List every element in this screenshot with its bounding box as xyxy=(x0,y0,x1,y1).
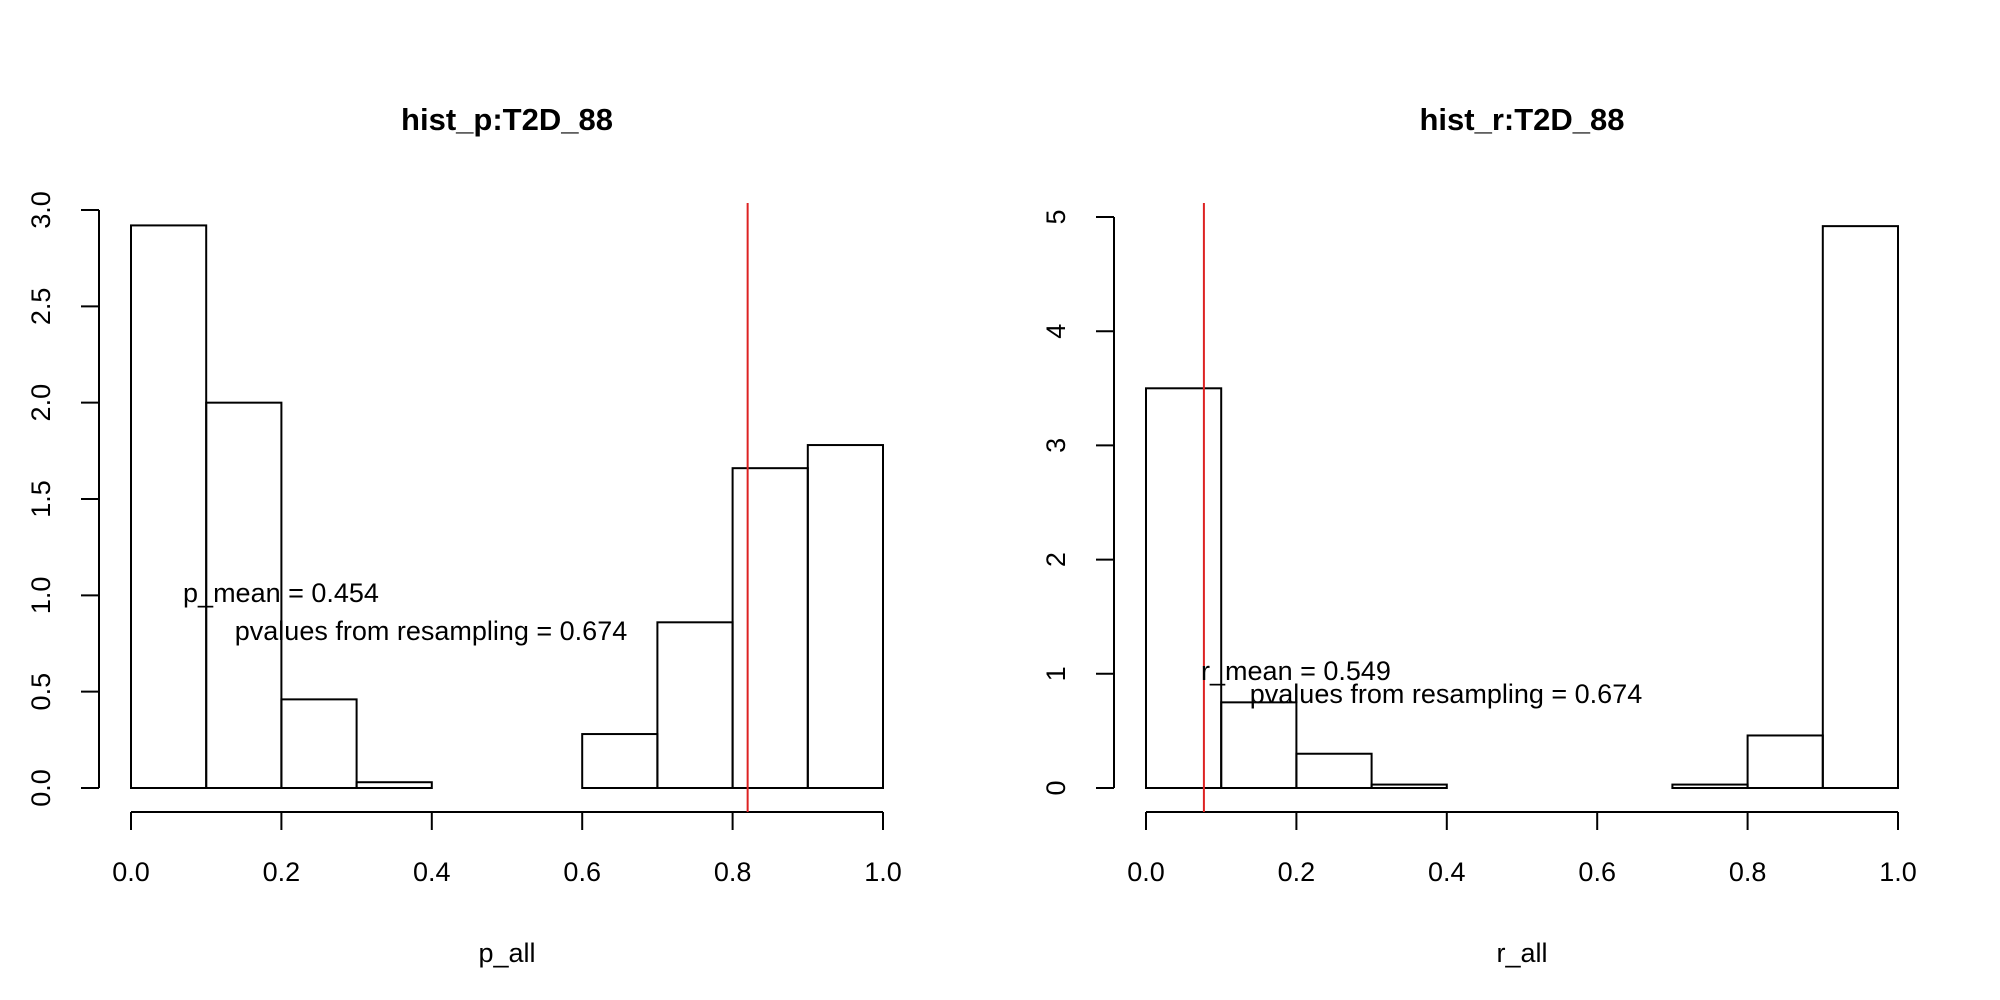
y-tick-label: 1 xyxy=(1041,666,1071,681)
x-tick-label: 0.6 xyxy=(1578,857,1616,887)
bar xyxy=(1821,225,1900,790)
bar xyxy=(1746,734,1824,790)
annotation: p_mean = 0.454 xyxy=(183,578,379,608)
annotation: r_mean = 0.549 xyxy=(1201,656,1391,686)
y-tick-label: 5 xyxy=(1041,209,1071,224)
bar xyxy=(130,224,208,789)
y-tick-label: 0.5 xyxy=(26,673,56,711)
bar xyxy=(1671,783,1749,789)
bar xyxy=(731,467,809,789)
chart-title: hist_r:T2D_88 xyxy=(1419,102,1624,137)
x-tick-label: 0.2 xyxy=(263,857,301,887)
y-tick-label: 0 xyxy=(1041,780,1071,795)
x-tick-label: 0.0 xyxy=(1127,857,1165,887)
x-tick-label: 1.0 xyxy=(864,857,902,887)
annotation: pvalues from resampling = 0.674 xyxy=(235,616,627,646)
bar xyxy=(806,444,884,789)
y-tick-label: 3.0 xyxy=(26,191,56,229)
bar xyxy=(1220,701,1298,789)
x-tick-label: 0.8 xyxy=(714,857,752,887)
bar xyxy=(1145,387,1223,789)
x-tick-label: 0.6 xyxy=(563,857,601,887)
bar xyxy=(581,733,659,790)
bar xyxy=(355,781,433,789)
y-tick-label: 0.0 xyxy=(26,769,56,807)
x-tick-label: 0.4 xyxy=(1428,857,1466,887)
x-tick-label: 0.8 xyxy=(1729,857,1767,887)
bar xyxy=(205,401,283,789)
x-axis-label: r_all xyxy=(1496,938,1547,968)
y-tick-label: 2 xyxy=(1041,552,1071,567)
bar xyxy=(1295,752,1373,789)
y-tick-label: 2.0 xyxy=(26,384,56,422)
bar xyxy=(1370,783,1448,789)
y-tick-label: 1.0 xyxy=(26,577,56,615)
y-tick-label: 4 xyxy=(1041,324,1071,339)
x-tick-label: 0.4 xyxy=(413,857,451,887)
bar xyxy=(280,698,358,790)
x-axis-label: p_all xyxy=(478,938,535,968)
x-tick-label: 1.0 xyxy=(1879,857,1917,887)
y-tick-label: 1.5 xyxy=(26,480,56,518)
bar xyxy=(656,621,734,789)
y-tick-label: 3 xyxy=(1041,438,1071,453)
annotation: pvalues from resampling = 0.674 xyxy=(1250,679,1642,709)
x-tick-label: 0.0 xyxy=(112,857,150,887)
chart-title: hist_p:T2D_88 xyxy=(401,102,613,137)
x-tick-label: 0.2 xyxy=(1278,857,1316,887)
y-tick-label: 2.5 xyxy=(26,288,56,326)
